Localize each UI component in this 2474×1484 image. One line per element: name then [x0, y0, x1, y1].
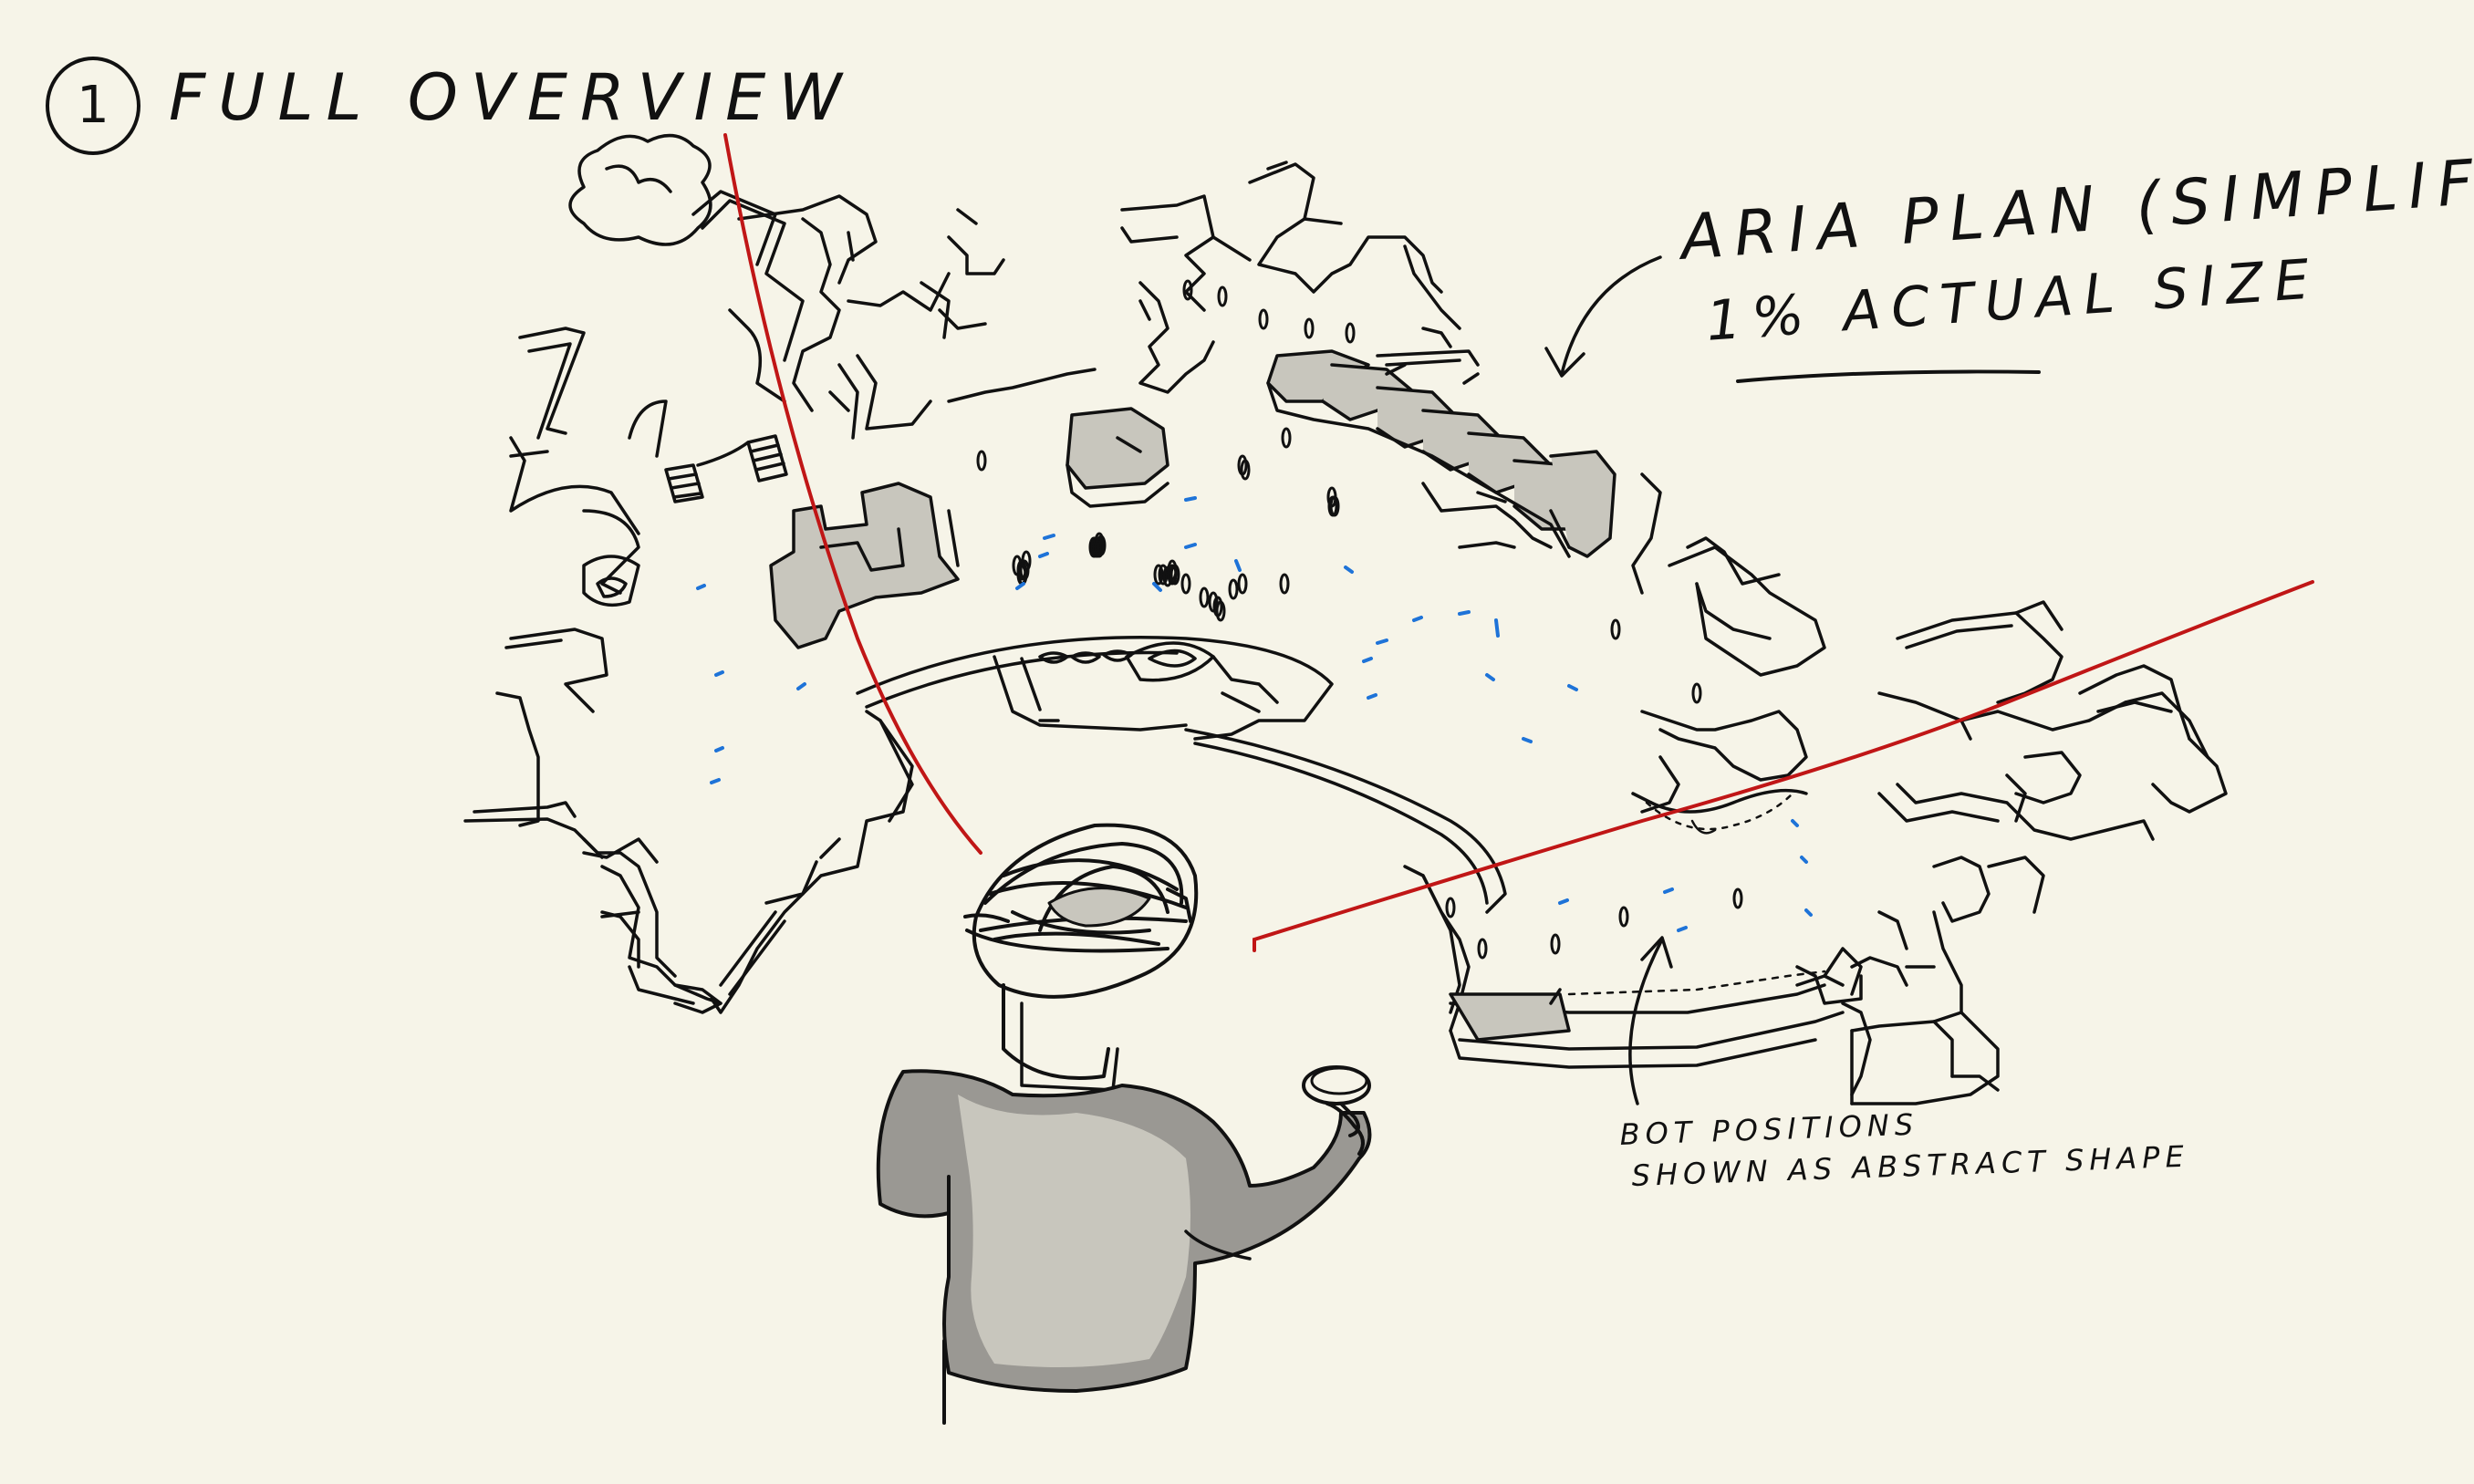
- bot-marker: [696, 584, 706, 590]
- column-mark: [1182, 279, 1193, 301]
- bot-marker: [1567, 684, 1578, 691]
- column-mark: [1240, 459, 1251, 481]
- bot-marker: [1791, 819, 1799, 827]
- column-mark: [1228, 578, 1239, 600]
- bot-marker: [1043, 534, 1055, 540]
- scale-underline: [1736, 369, 2041, 383]
- bot-marker: [1376, 638, 1388, 645]
- column-mark: [1153, 564, 1164, 586]
- column-mark: [1089, 536, 1100, 558]
- column-mark: [1162, 566, 1173, 587]
- bot-marker: [1015, 582, 1025, 590]
- bot-marker: [1184, 543, 1197, 549]
- column-mark: [1732, 887, 1743, 909]
- column-mark: [1217, 285, 1228, 307]
- column-mark: [1345, 322, 1356, 344]
- column-mark: [1281, 427, 1292, 449]
- torso-highlight: [958, 1095, 1190, 1367]
- bot-note-arrow: [1628, 936, 1673, 1105]
- columns-dark: [976, 279, 1743, 960]
- dotted-arc: [1645, 792, 1794, 831]
- column-mark: [1199, 586, 1210, 608]
- bot-marker: [1458, 610, 1471, 616]
- right-wing-walls: [1631, 472, 2228, 1105]
- bot-marker: [710, 778, 721, 784]
- column-mark: [1691, 682, 1702, 704]
- cut-line-left: [723, 133, 982, 855]
- cut-lines: [723, 133, 2314, 952]
- bot-marker: [714, 670, 724, 677]
- shaded-block-left: [769, 482, 960, 649]
- neck: [1002, 983, 1110, 1080]
- bot-marker: [714, 746, 724, 752]
- column-mark: [1167, 564, 1178, 586]
- bot-marker: [1344, 566, 1354, 574]
- step-number-badge: 1: [46, 57, 140, 155]
- courtyard-arc: [856, 636, 1507, 914]
- column-mark: [1550, 933, 1561, 955]
- neck-back: [1020, 1001, 1119, 1092]
- bot-marker: [796, 682, 806, 690]
- bot-marker: [1663, 887, 1674, 894]
- bot-marker: [1494, 618, 1500, 638]
- bot-marker: [1038, 552, 1049, 558]
- controller-icon: [1302, 1065, 1371, 1137]
- bot-marker: [1804, 908, 1813, 917]
- column-mark: [1180, 573, 1191, 595]
- bot-marker: [1522, 737, 1533, 743]
- column-mark: [1326, 486, 1337, 508]
- bot-marker: [1558, 898, 1569, 905]
- upper-center-walls: [947, 161, 1461, 403]
- upper-left-buildings: [737, 194, 1005, 440]
- column-mark: [1279, 573, 1290, 595]
- bot-marker: [1362, 657, 1373, 663]
- page-title: FULL OVERVIEW: [169, 60, 855, 135]
- column-mark: [1304, 317, 1315, 339]
- headset-icon: [963, 823, 1199, 999]
- column-mark: [1212, 596, 1223, 617]
- column-mark: [1237, 573, 1248, 595]
- column-mark: [1158, 564, 1169, 586]
- column-mark: [1610, 618, 1621, 640]
- bot-marker: [1800, 856, 1808, 864]
- cut-line-right: [1253, 580, 2314, 952]
- stair-left: [664, 434, 788, 503]
- column-mark: [1477, 938, 1488, 960]
- column-mark: [1445, 897, 1456, 918]
- shaded-units-row: [1266, 349, 1616, 558]
- viewer-figure: [876, 823, 1372, 1425]
- bot-marker: [1152, 582, 1162, 592]
- bot-marker: [1485, 673, 1495, 681]
- hand: [1325, 1102, 1365, 1156]
- bot-marker: [1412, 616, 1423, 622]
- bot-marker: [1184, 496, 1197, 502]
- column-mark: [1019, 559, 1030, 581]
- lower-right-floor: [1403, 865, 1863, 1069]
- bot-marker: [1677, 926, 1688, 932]
- column-mark: [1094, 536, 1105, 558]
- column-mark: [1618, 906, 1629, 928]
- shaded-block-center: [1065, 407, 1169, 508]
- dotted-bump: [1690, 819, 1717, 835]
- left-wing-walls: [463, 133, 805, 1014]
- column-mark: [976, 450, 987, 472]
- elbow: [1184, 1230, 1252, 1261]
- bot-marker: [1234, 559, 1242, 572]
- bot-marker: [1367, 693, 1377, 700]
- bot-markers: [696, 496, 1813, 932]
- column-mark: [1258, 308, 1269, 330]
- plan-arrow: [1544, 255, 1662, 378]
- lower-left-sweep: [582, 710, 914, 1014]
